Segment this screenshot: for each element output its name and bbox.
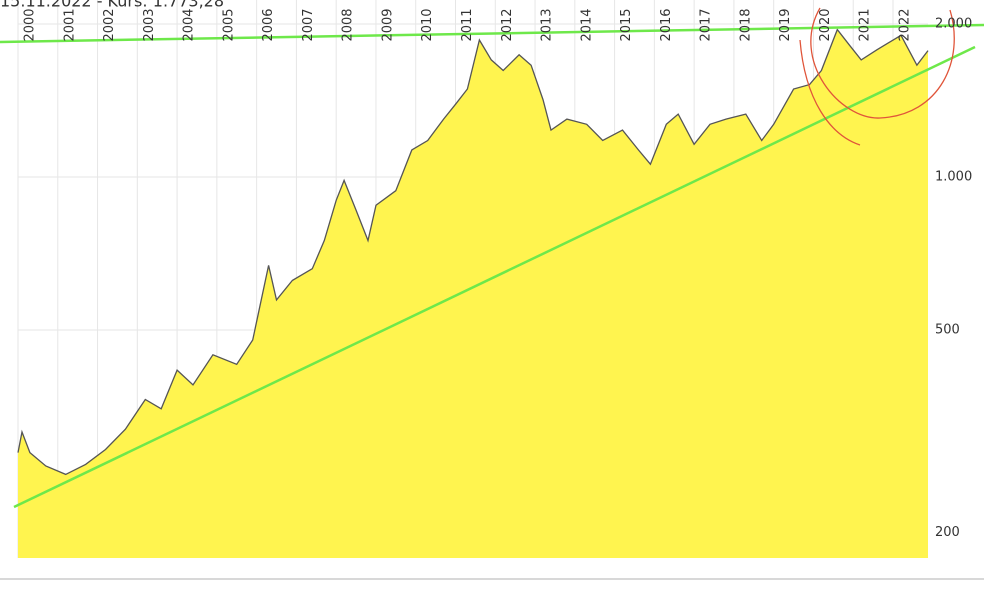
x-tick-label: 2019: [778, 8, 793, 41]
x-tick-label: 2009: [380, 8, 395, 41]
x-tick-label: 2006: [261, 8, 276, 41]
x-tick-label: 2000: [23, 8, 38, 41]
resistance-line: [0, 23, 984, 44]
chart-title: 15.11.2022 - Kurs: 1.773,28: [0, 0, 224, 11]
x-tick-label: 2021: [858, 8, 873, 41]
x-tick-label: 2008: [341, 8, 356, 41]
x-tick-label: 2005: [221, 8, 236, 41]
x-tick-label: 2011: [460, 8, 475, 41]
x-tick-label: 2001: [62, 8, 77, 41]
y-tick-label: 2.000: [935, 17, 972, 32]
x-tick-label: 2004: [182, 8, 197, 41]
annotation-stroke: [799, 39, 861, 146]
x-tick-label: 2013: [540, 8, 555, 41]
annotation-circle: [810, 7, 955, 119]
x-tick-label: 2018: [738, 8, 753, 41]
plot: [17, 28, 929, 559]
x-tick-label: 2003: [142, 8, 157, 41]
x-tick-label: 2012: [500, 8, 515, 41]
x-tick-label: 2022: [898, 8, 913, 41]
x-tick-label: 2015: [619, 8, 634, 41]
x-tick-label: 2020: [818, 8, 833, 41]
x-tick-label: 2017: [699, 8, 714, 41]
y-tick-label: 500: [935, 323, 960, 338]
price-line: [17, 28, 929, 476]
trend-line: [13, 45, 976, 509]
y-tick-label: 1.000: [935, 170, 972, 185]
y-tick-label: 200: [935, 525, 960, 540]
x-tick-label: 2014: [579, 8, 594, 41]
x-tick-label: 2016: [659, 8, 674, 41]
x-tick-label: 2007: [301, 8, 316, 41]
x-tick-label: 2010: [420, 8, 435, 41]
area: [18, 29, 928, 559]
x-tick-label: 2002: [102, 8, 117, 41]
